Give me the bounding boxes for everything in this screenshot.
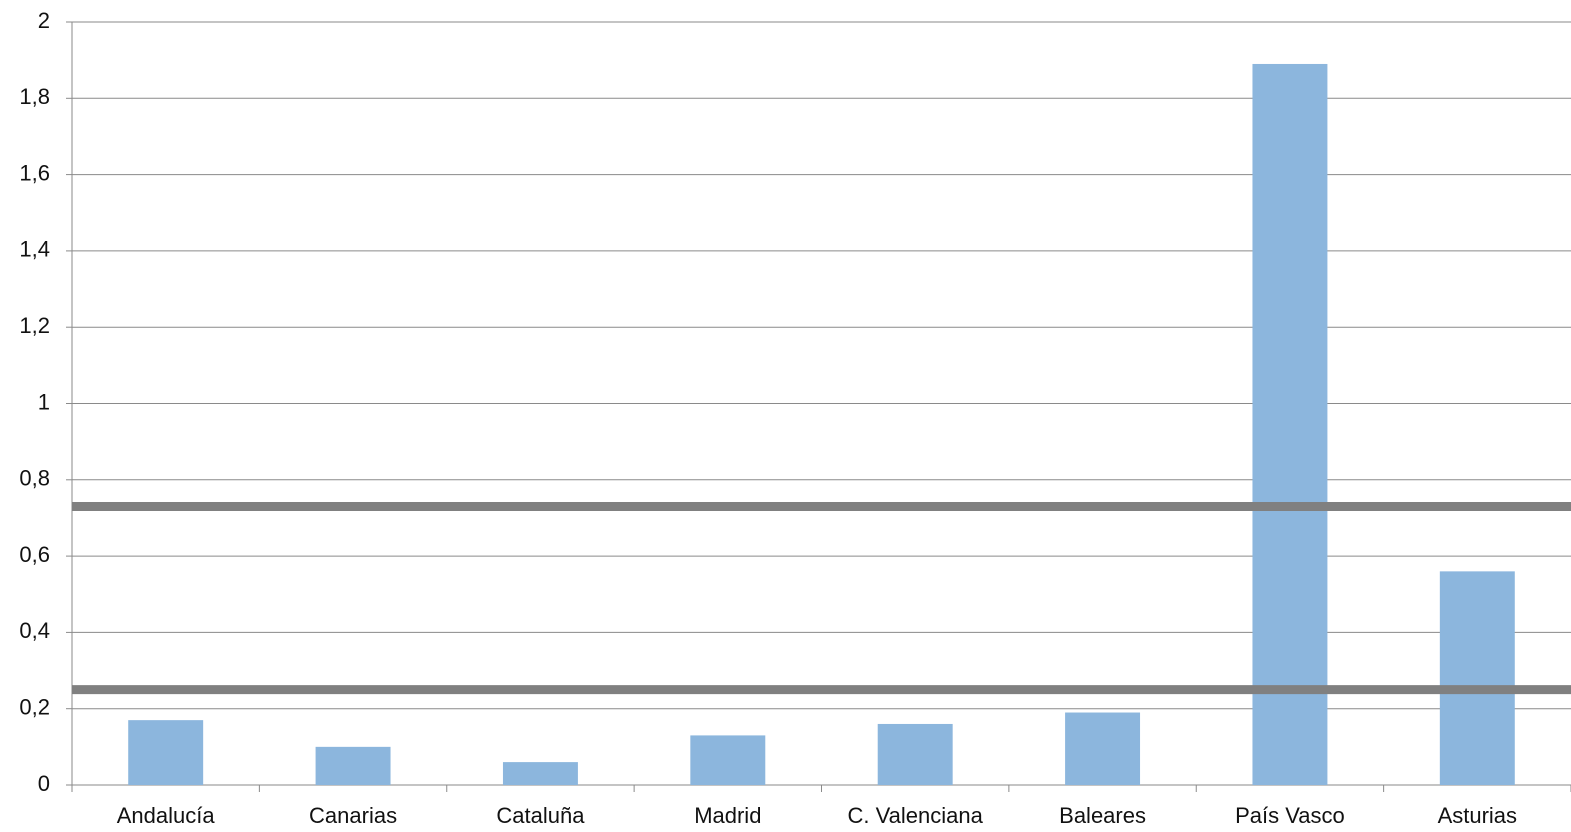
y-tick-label: 1,6 [19, 160, 50, 185]
bar [1252, 63, 1328, 785]
y-tick-label: 2 [38, 8, 50, 33]
y-tick-label: 1,2 [19, 313, 50, 338]
bar [1439, 571, 1515, 785]
y-tick-label: 1,4 [19, 237, 50, 262]
bar [1065, 712, 1141, 785]
x-tick-label: C. Valenciana [848, 803, 984, 828]
bar [690, 735, 766, 785]
x-tick-label: Baleares [1059, 803, 1146, 828]
y-tick-label: 0,4 [19, 618, 50, 643]
x-tick-label: Andalucía [117, 803, 216, 828]
y-tick-label: 1,8 [19, 84, 50, 109]
bar [877, 723, 953, 785]
y-tick-label: 0,6 [19, 542, 50, 567]
y-tick-label: 1 [38, 389, 50, 414]
bar [128, 720, 204, 785]
x-tick-label: Madrid [694, 803, 761, 828]
x-tick-label: Canarias [309, 803, 397, 828]
y-tick-label: 0,2 [19, 695, 50, 720]
y-tick-label: 0,8 [19, 466, 50, 491]
x-tick-label: Cataluña [496, 803, 585, 828]
y-tick-label: 0 [38, 771, 50, 796]
x-tick-label: Asturias [1438, 803, 1517, 828]
bar [502, 762, 578, 785]
x-tick-label: País Vasco [1235, 803, 1345, 828]
bar [315, 746, 391, 785]
